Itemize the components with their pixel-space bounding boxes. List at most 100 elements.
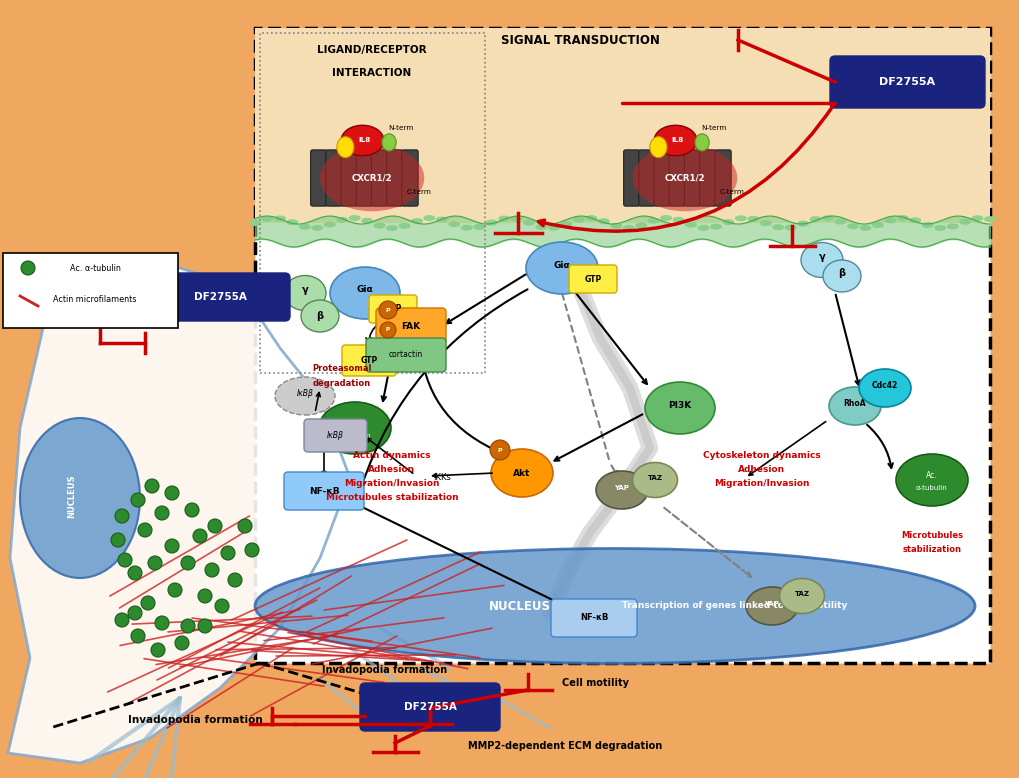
- Text: Ac.: Ac.: [348, 419, 361, 427]
- FancyBboxPatch shape: [366, 338, 445, 372]
- Ellipse shape: [759, 220, 771, 226]
- Ellipse shape: [286, 219, 299, 226]
- Ellipse shape: [175, 636, 189, 650]
- Text: Actin microfilaments: Actin microfilaments: [53, 296, 137, 304]
- Ellipse shape: [644, 382, 714, 434]
- Text: NF-κB: NF-κB: [309, 486, 339, 496]
- Ellipse shape: [609, 223, 622, 229]
- Text: Invadopodia formation: Invadopodia formation: [322, 665, 447, 675]
- FancyBboxPatch shape: [371, 150, 387, 206]
- Ellipse shape: [127, 606, 142, 620]
- Text: P: P: [385, 328, 389, 332]
- Ellipse shape: [221, 546, 234, 560]
- FancyBboxPatch shape: [340, 150, 357, 206]
- Text: IL8: IL8: [671, 138, 683, 143]
- Ellipse shape: [111, 533, 125, 547]
- Ellipse shape: [635, 223, 646, 229]
- Ellipse shape: [908, 217, 920, 223]
- Ellipse shape: [800, 243, 842, 278]
- Ellipse shape: [526, 242, 597, 294]
- Ellipse shape: [511, 216, 522, 222]
- Ellipse shape: [809, 216, 820, 223]
- Text: Cdc42: Cdc42: [871, 381, 898, 391]
- Ellipse shape: [821, 216, 834, 221]
- FancyBboxPatch shape: [150, 273, 289, 321]
- Ellipse shape: [597, 218, 609, 224]
- Ellipse shape: [115, 509, 128, 523]
- Text: IL8: IL8: [358, 138, 370, 143]
- Text: Giα: Giα: [357, 286, 373, 295]
- Ellipse shape: [435, 216, 447, 223]
- Ellipse shape: [423, 215, 435, 221]
- Ellipse shape: [933, 225, 946, 231]
- Ellipse shape: [261, 216, 273, 222]
- Text: stabilization: stabilization: [902, 545, 961, 555]
- Text: Ac.: Ac.: [925, 471, 936, 479]
- Ellipse shape: [828, 387, 880, 425]
- Ellipse shape: [130, 629, 145, 643]
- Ellipse shape: [20, 418, 140, 578]
- Text: N-term: N-term: [700, 125, 726, 131]
- Ellipse shape: [485, 219, 497, 226]
- FancyBboxPatch shape: [255, 28, 989, 663]
- Ellipse shape: [779, 579, 823, 614]
- FancyBboxPatch shape: [684, 150, 700, 206]
- Ellipse shape: [275, 377, 334, 415]
- Ellipse shape: [489, 440, 510, 460]
- Ellipse shape: [151, 643, 165, 657]
- Ellipse shape: [958, 219, 970, 225]
- Ellipse shape: [245, 543, 259, 557]
- Ellipse shape: [348, 215, 361, 221]
- Ellipse shape: [215, 599, 229, 613]
- Text: IκBβ: IκBβ: [327, 431, 343, 440]
- Ellipse shape: [946, 223, 958, 230]
- Ellipse shape: [547, 225, 559, 231]
- Ellipse shape: [385, 225, 397, 231]
- Ellipse shape: [672, 217, 684, 223]
- Text: α-tubulin: α-tubulin: [338, 433, 371, 439]
- Text: NUCLEUS: NUCLEUS: [67, 475, 76, 517]
- Text: DF2755A: DF2755A: [404, 702, 455, 712]
- Ellipse shape: [473, 224, 485, 230]
- FancyBboxPatch shape: [376, 308, 445, 344]
- FancyBboxPatch shape: [638, 150, 654, 206]
- Text: β: β: [316, 311, 323, 321]
- Text: Cytoskeleton dynamics: Cytoskeleton dynamics: [702, 451, 820, 461]
- Ellipse shape: [115, 613, 128, 627]
- Text: Migration/Invasion: Migration/Invasion: [344, 479, 439, 489]
- Text: P: P: [385, 307, 390, 313]
- Ellipse shape: [184, 503, 199, 517]
- Text: P: P: [497, 447, 501, 453]
- Ellipse shape: [653, 125, 696, 156]
- Ellipse shape: [249, 220, 261, 226]
- Ellipse shape: [299, 224, 311, 230]
- Text: Adhesion: Adhesion: [368, 465, 415, 475]
- Ellipse shape: [130, 493, 145, 507]
- Ellipse shape: [330, 267, 399, 319]
- Text: Giα: Giα: [553, 261, 570, 269]
- Ellipse shape: [398, 223, 410, 229]
- Ellipse shape: [573, 216, 584, 223]
- Ellipse shape: [685, 222, 696, 228]
- Text: γ: γ: [302, 285, 308, 295]
- FancyBboxPatch shape: [668, 150, 685, 206]
- Ellipse shape: [208, 519, 222, 533]
- Text: Akt: Akt: [513, 468, 530, 478]
- Ellipse shape: [983, 216, 995, 222]
- Ellipse shape: [336, 217, 347, 223]
- Text: GDP: GDP: [383, 304, 401, 314]
- Ellipse shape: [490, 449, 552, 497]
- FancyBboxPatch shape: [623, 150, 639, 206]
- Text: GTP: GTP: [584, 275, 601, 283]
- Ellipse shape: [255, 548, 974, 664]
- Ellipse shape: [859, 225, 870, 231]
- Ellipse shape: [323, 222, 335, 227]
- Ellipse shape: [148, 556, 162, 570]
- FancyBboxPatch shape: [304, 419, 367, 452]
- Text: Microtubules stabilization: Microtubules stabilization: [325, 493, 458, 503]
- Text: Microtubules: Microtubules: [900, 531, 962, 541]
- Ellipse shape: [283, 275, 326, 310]
- Text: RhoA: RhoA: [843, 399, 865, 408]
- Ellipse shape: [595, 471, 647, 509]
- Text: Invadopodia formation: Invadopodia formation: [127, 715, 262, 725]
